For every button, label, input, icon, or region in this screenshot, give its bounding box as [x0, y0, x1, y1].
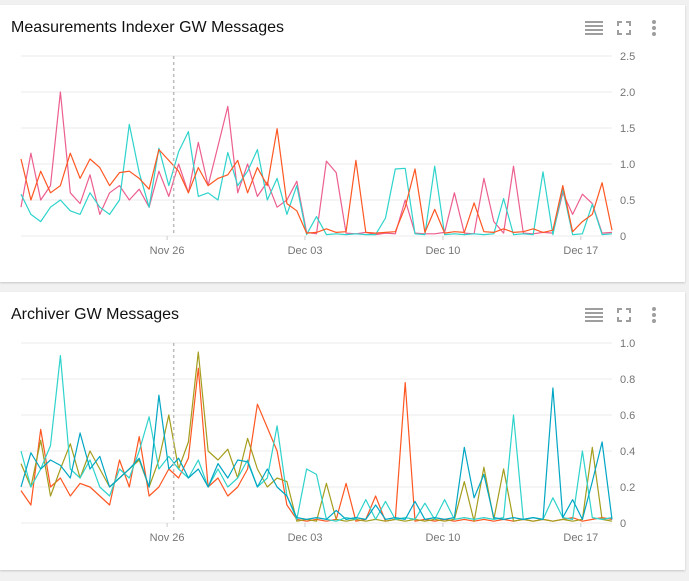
- y-tick-label: 0.2: [620, 482, 635, 494]
- series-line-0: [20, 367, 613, 522]
- x-tick-label: Dec 17: [563, 245, 598, 257]
- y-tick-label: 0.6: [620, 410, 635, 422]
- y-tick-label: 0: [620, 231, 626, 243]
- chart-card-archiver: Archiver GW Messages 0 0.2 0.4 0.6 0.8 1.0 Nov…: [0, 292, 685, 570]
- y-tick-label: 1.0: [620, 159, 635, 171]
- chart-title: Archiver GW Messages: [11, 306, 180, 323]
- chart-title: Measurements Indexer GW Messages: [11, 19, 284, 36]
- fullscreen-icon[interactable]: [615, 19, 633, 37]
- y-tick-label: 1.0: [620, 338, 635, 350]
- line-chart[interactable]: 0 0.2 0.4 0.6 0.8 1.0 Nov 26 Dec 03 Dec 10 Dec 17: [0, 292, 685, 570]
- series-line-2: [20, 354, 613, 522]
- more-vert-icon[interactable]: [645, 19, 663, 37]
- y-tick-label: 2.5: [620, 51, 635, 63]
- y-tick-label: 1.5: [620, 123, 635, 135]
- x-tick-label: Dec 10: [425, 532, 460, 544]
- more-vert-icon[interactable]: [645, 306, 663, 324]
- y-tick-label: 0.8: [620, 374, 635, 386]
- x-tick-label: Nov 26: [150, 532, 185, 544]
- y-tick-label: 0: [620, 518, 626, 530]
- x-tick-label: Dec 10: [425, 245, 460, 257]
- series-line-1: [20, 123, 613, 236]
- x-tick-label: Dec 03: [288, 245, 323, 257]
- fullscreen-icon[interactable]: [615, 306, 633, 324]
- series-line-0: [20, 91, 613, 236]
- series-line-3: [20, 387, 613, 520]
- legend-list-icon[interactable]: [585, 306, 603, 324]
- x-tick-label: Dec 03: [288, 532, 323, 544]
- x-tick-label: Dec 17: [563, 532, 598, 544]
- series-line-2: [20, 128, 613, 234]
- legend-list-icon[interactable]: [585, 19, 603, 37]
- chart-card-measurements-indexer: Measurements Indexer GW Messages 0 0.5 1.0…: [0, 5, 685, 282]
- line-chart[interactable]: 0 0.5 1.0 1.5 2.0 2.5 Nov 26 Dec 03 Dec 10 Dec 17: [0, 5, 685, 282]
- y-tick-label: 0.4: [620, 446, 635, 458]
- y-tick-label: 0.5: [620, 195, 635, 207]
- y-tick-label: 2.0: [620, 87, 635, 99]
- x-tick-label: Nov 26: [150, 245, 185, 257]
